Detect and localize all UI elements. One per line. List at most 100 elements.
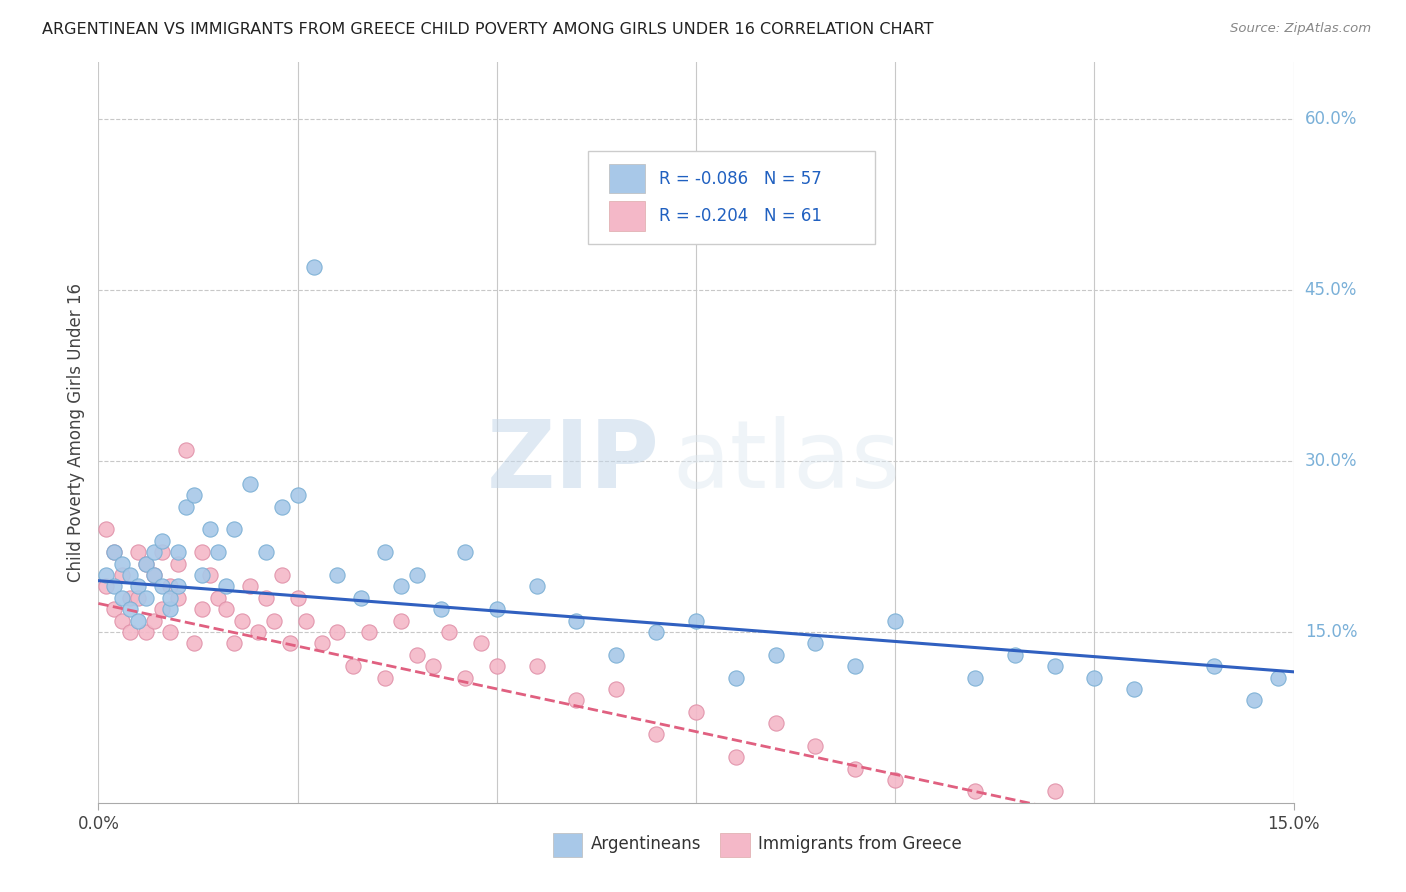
Point (150, 533, 173, 548)
Point (246, 624, 269, 639)
Point (270, 568, 292, 582)
Point (159, 602, 181, 616)
Point (96, 523, 118, 537)
Y-axis label: Child Poverty Among Girls Under 16: Child Poverty Among Girls Under 16 (66, 283, 84, 582)
Text: ZIP: ZIP (488, 417, 661, 508)
Point (270, 500, 292, 514)
Point (198, 523, 221, 537)
Point (239, 476, 262, 491)
Text: 60.0%: 60.0% (1305, 111, 1357, 128)
Point (804, 636, 827, 650)
Point (374, 671, 396, 685)
Point (198, 568, 221, 582)
Point (150, 579, 173, 593)
Text: 15.0%: 15.0% (1305, 623, 1357, 641)
Point (183, 488, 205, 502)
Point (884, 772, 907, 787)
Point (287, 488, 309, 502)
Point (120, 602, 142, 616)
Point (135, 557, 157, 571)
Point (374, 545, 396, 559)
Point (311, 636, 333, 650)
Point (159, 624, 181, 639)
FancyBboxPatch shape (589, 152, 876, 244)
Text: ARGENTINEAN VS IMMIGRANTS FROM GREECE CHILD POVERTY AMONG GIRLS UNDER 16 CORRELA: ARGENTINEAN VS IMMIGRANTS FROM GREECE CH… (42, 22, 934, 37)
Point (103, 545, 125, 559)
Point (159, 579, 181, 593)
Point (127, 614, 149, 628)
Point (135, 591, 157, 605)
Point (111, 568, 134, 582)
Point (470, 636, 492, 650)
Point (1083, 671, 1105, 685)
Point (359, 624, 381, 639)
Point (239, 579, 262, 593)
Point (287, 591, 309, 605)
Point (724, 750, 747, 764)
Text: atlas: atlas (672, 417, 900, 508)
Point (103, 579, 125, 593)
Point (804, 739, 827, 753)
Point (111, 591, 134, 605)
Point (135, 624, 157, 639)
Point (454, 545, 477, 559)
Point (430, 602, 453, 616)
Point (963, 784, 986, 798)
Point (685, 705, 707, 719)
Point (389, 579, 412, 593)
Text: Immigrants from Greece: Immigrants from Greece (758, 835, 962, 853)
Point (437, 624, 460, 639)
Point (167, 591, 190, 605)
Point (174, 442, 197, 457)
Point (150, 602, 173, 616)
Point (111, 557, 134, 571)
Point (254, 591, 277, 605)
Point (191, 568, 214, 582)
Point (605, 681, 627, 696)
Point (406, 648, 429, 662)
Point (1004, 648, 1026, 662)
Point (167, 579, 190, 593)
Point (143, 614, 166, 628)
Point (207, 545, 229, 559)
Point (135, 557, 157, 571)
Point (263, 614, 285, 628)
Point (143, 568, 166, 582)
Point (645, 624, 668, 639)
Point (127, 579, 149, 593)
Text: 30.0%: 30.0% (1305, 452, 1357, 470)
Point (1202, 659, 1225, 673)
Point (963, 671, 986, 685)
Bar (609, 164, 644, 194)
Point (765, 716, 787, 731)
Point (844, 659, 866, 673)
Text: R = -0.086   N = 57: R = -0.086 N = 57 (659, 169, 821, 187)
Point (565, 693, 588, 707)
Point (174, 500, 197, 514)
Point (167, 557, 190, 571)
Point (222, 523, 245, 537)
Point (342, 659, 364, 673)
Point (350, 591, 373, 605)
Point (765, 648, 787, 662)
Point (120, 591, 142, 605)
Point (167, 545, 190, 559)
Point (159, 591, 181, 605)
Point (302, 260, 325, 275)
Point (844, 762, 866, 776)
Bar (553, 833, 582, 857)
Point (183, 636, 205, 650)
Point (96, 579, 118, 593)
Point (191, 545, 214, 559)
Point (231, 614, 253, 628)
Point (454, 671, 477, 685)
Point (120, 568, 142, 582)
Point (143, 545, 166, 559)
Point (1043, 784, 1066, 798)
Point (143, 568, 166, 582)
Point (111, 614, 134, 628)
Point (389, 614, 412, 628)
Point (294, 614, 316, 628)
Point (422, 659, 444, 673)
Point (215, 579, 238, 593)
